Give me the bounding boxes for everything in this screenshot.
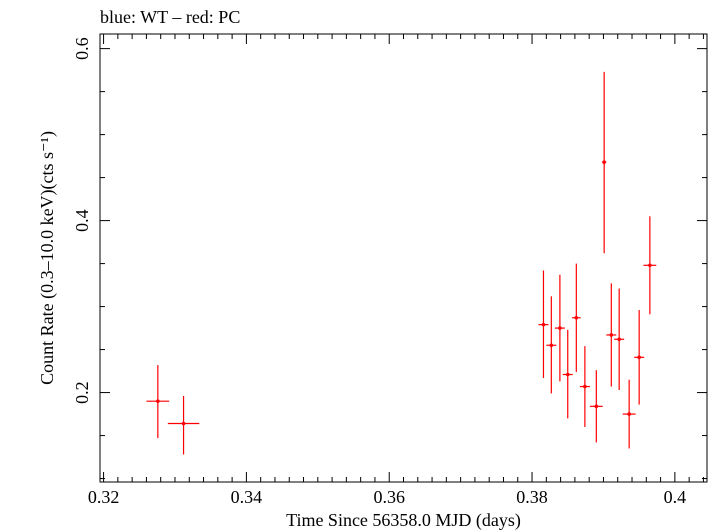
data-point: [579, 346, 590, 427]
data-point: [538, 270, 549, 378]
x-tick-label: 0.4: [664, 487, 687, 507]
point-marker: [549, 343, 554, 348]
y-tick-label: 0.6: [72, 37, 92, 60]
data-point: [606, 283, 617, 387]
data-point: [614, 288, 625, 390]
point-marker: [583, 384, 587, 389]
x-tick-label: 0.32: [88, 487, 120, 507]
x-tick-label: 0.34: [231, 487, 263, 507]
point-marker: [565, 372, 570, 377]
data-point: [589, 370, 603, 443]
point-marker: [558, 326, 562, 330]
point-marker: [574, 315, 579, 320]
point-marker: [609, 333, 614, 337]
data-point: [167, 396, 200, 455]
x-tick-label: 0.38: [516, 487, 548, 507]
y-tick-label: 0.2: [72, 381, 92, 404]
point-marker: [617, 337, 621, 342]
axis-ticks: [100, 34, 707, 482]
point-marker: [637, 355, 641, 360]
data-point: [562, 329, 573, 419]
data-point: [622, 379, 636, 449]
plot-frame: [99, 33, 708, 483]
tick-labels: 0.32 0.34 0.36 0.38 0.4 0.2 0.4 0.6: [72, 37, 686, 507]
x-axis-label: Time Since 56358.0 MJD (days): [286, 510, 521, 531]
y-axis-label: Count Rate (0.3–10.0 keV)(cts s⁻¹): [37, 131, 58, 385]
point-marker: [627, 412, 631, 416]
data-point: [572, 263, 581, 372]
data-point: [634, 310, 645, 405]
y-tick-label: 0.4: [72, 209, 92, 232]
chart-title: blue: WT – red: PC: [100, 7, 240, 27]
point-marker: [602, 160, 606, 164]
data-point: [146, 365, 170, 439]
data-point: [546, 296, 557, 394]
point-marker: [156, 399, 160, 403]
data-point: [643, 216, 657, 315]
point-marker: [648, 263, 652, 268]
data-points: [146, 71, 657, 455]
data-point: [602, 71, 607, 254]
point-marker: [594, 404, 599, 409]
point-marker: [181, 421, 186, 426]
x-tick-label: 0.36: [373, 487, 405, 507]
point-marker: [541, 322, 546, 327]
data-point: [554, 274, 565, 382]
